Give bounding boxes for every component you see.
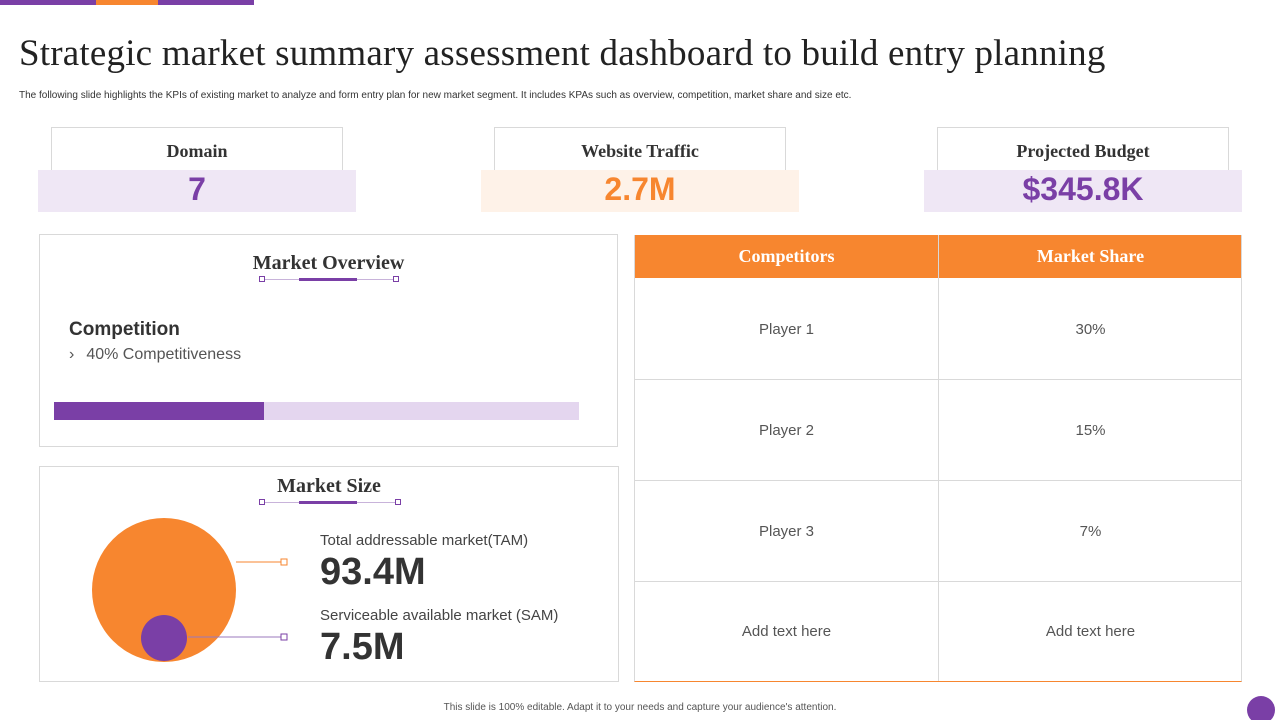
page-title: Strategic market summary assessment dash… — [19, 33, 1106, 74]
competitiveness-progress-bar — [54, 402, 579, 420]
page-subtitle: The following slide highlights the KPIs … — [19, 90, 852, 101]
kpi-value-band — [38, 170, 356, 212]
competitor-table: Competitors Market Share Player 1 30% Pl… — [634, 235, 1242, 682]
decoration-square-right — [395, 499, 401, 505]
market-size-panel: Market Size Total addressable market(TAM… — [39, 466, 619, 682]
market-overview-title: Market Overview — [252, 252, 405, 274]
top-accent-purple-right — [158, 0, 254, 5]
decoration-square-left — [259, 276, 265, 282]
decoration-square-left — [259, 499, 265, 505]
market-size-title: Market Size — [277, 475, 381, 497]
competition-heading: Competition — [69, 319, 180, 340]
tam-connector-square — [280, 558, 288, 566]
table-cell-competitor: Player 2 — [758, 422, 815, 439]
kpi-value-band — [481, 170, 799, 212]
table-cell-competitor: Player 1 — [758, 321, 815, 338]
table-header-competitors: Competitors — [738, 246, 835, 266]
tam-value: 93.4M — [320, 551, 426, 593]
chevron-right-icon: › — [69, 346, 75, 363]
sam-connector-square — [280, 633, 288, 641]
kpi-label: Domain — [166, 141, 228, 161]
corner-decoration-circle — [1247, 696, 1275, 720]
title-underline-decoration — [259, 276, 399, 282]
table-cell-competitor: Player 3 — [758, 523, 815, 540]
tam-circle — [92, 518, 236, 662]
kpi-value: $345.8K — [1022, 171, 1144, 207]
decoration-bar — [299, 278, 357, 281]
footer-note: This slide is 100% editable. Adapt it to… — [443, 702, 837, 713]
sam-circle — [141, 615, 187, 661]
table-column-divider — [938, 235, 939, 681]
kpi-card-domain: Domain 7 — [38, 127, 356, 213]
kpi-card-website-traffic: Website Traffic 2.7M — [481, 127, 799, 213]
table-cell-share: 30% — [1075, 321, 1106, 338]
kpi-value: 7 — [188, 171, 206, 207]
table-row-divider — [635, 480, 1241, 481]
top-accent-orange — [96, 0, 158, 5]
kpi-card-projected-budget: Projected Budget $345.8K — [924, 127, 1242, 213]
decoration-square-right — [393, 276, 399, 282]
decoration-bar — [299, 501, 357, 504]
competition-item: › 40% Competitiveness — [69, 346, 241, 364]
competition-text: 40% Competitiveness — [86, 346, 242, 363]
tam-label: Total addressable market(TAM) — [320, 532, 529, 549]
market-size-circles — [92, 518, 288, 662]
table-cell-competitor: Add text here — [741, 623, 832, 640]
table-cell-share: 15% — [1075, 422, 1106, 439]
table-row-divider — [635, 379, 1241, 380]
table-cell-share: 7% — [1079, 523, 1102, 540]
top-accent-purple-left — [0, 0, 96, 5]
kpi-label: Website Traffic — [581, 141, 699, 161]
sam-value: 7.5M — [320, 626, 405, 668]
title-underline-decoration — [259, 499, 401, 505]
kpi-value: 2.7M — [604, 171, 676, 207]
kpi-label: Projected Budget — [1016, 141, 1150, 161]
sam-label: Serviceable available market (SAM) — [320, 607, 559, 624]
table-row-divider — [635, 581, 1241, 582]
market-overview-panel: Market Overview Competition › 40% Competi… — [39, 234, 618, 447]
table-cell-share: Add text here — [1045, 623, 1136, 640]
competitiveness-progress-fill — [54, 402, 264, 420]
table-header-market-share: Market Share — [1036, 246, 1145, 266]
kpi-value-band — [924, 170, 1242, 212]
